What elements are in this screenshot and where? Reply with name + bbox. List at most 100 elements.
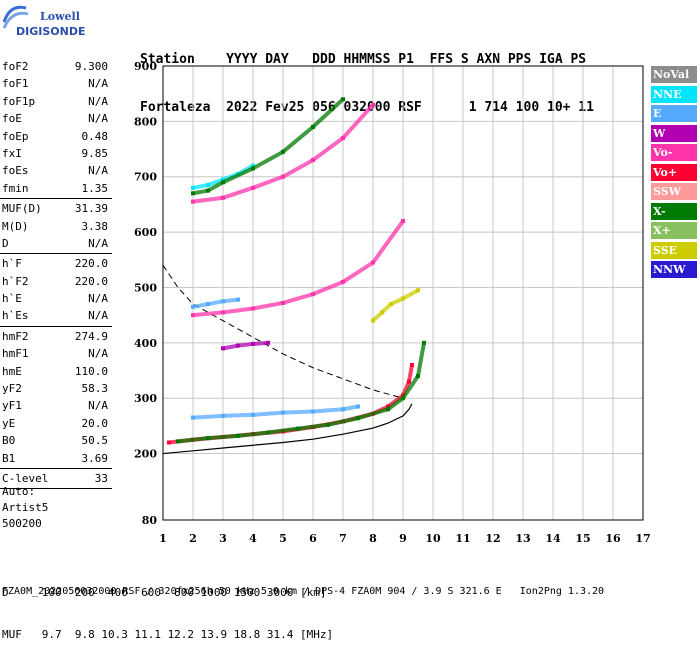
echo-point [251,306,255,311]
echo-point [281,300,285,305]
electron-density-profile [162,403,413,455]
autoscaling-info: Auto: Artist5 500200 [2,484,48,532]
x-tick-label: 11 [455,532,470,545]
legend-entry-noval: NoVal [651,66,697,83]
legend-entry-nnw: NNW [651,261,697,278]
echo-point [251,166,255,171]
param-value: N/A [88,399,108,413]
echo-point [191,185,195,190]
echo-point [386,407,390,412]
echo-point [191,304,195,309]
param-row: foF2 9.300 [0,58,112,75]
param-value: 220.0 [74,274,108,288]
param-row: h`F 220.0 [0,255,112,272]
param-value: N/A [88,292,108,306]
param-label: foF1 [2,77,29,91]
param-label: C-level [2,471,49,485]
echo-trace [371,288,419,323]
x-tick-label: 8 [369,532,377,545]
x-tick-label: 6 [309,532,317,545]
echo-point [221,299,225,304]
echo-point [281,410,285,415]
muf-table: D 100 200 400 600 800 1000 1500 3000 [km… [2,558,333,656]
param-value: N/A [88,94,108,108]
param-row: h`E N/A [0,290,112,307]
auto-label: Auto: [2,485,36,498]
echo-trace [192,97,345,196]
param-label: B0 [2,434,16,448]
echo-point [341,279,345,284]
param-label: B1 [2,451,16,465]
param-separator [0,253,112,255]
scaled-parameters-panel: foF2 9.300 foF1 N/A foF1p N/A foE N/A foEp 0.48 fx… [0,58,112,490]
echo-point [356,404,360,409]
legend-entry-sse: SSE [651,241,697,259]
chart-curves [162,265,413,455]
legend-entry-ssw: SSW [651,183,697,200]
echo-point [251,341,255,346]
distance-row: D 100 200 400 600 800 1000 1500 3000 [km… [2,586,327,599]
param-separator [0,488,112,490]
param-value: 110.0 [74,364,108,378]
param-label: yF1 [2,399,22,413]
param-row: foEp 0.48 [0,128,112,145]
digisonde-logo: Lowell DIGISONDE [2,2,112,42]
x-tick-label: 16 [605,532,621,545]
echo-trace [192,219,405,318]
echo-point [176,439,180,444]
param-label: foEs [2,164,29,178]
x-tick-label: 9 [399,532,407,545]
param-row: fmin 1.35 [0,180,112,197]
param-value: 9.300 [74,60,108,73]
y-tick-label: 300 [134,392,157,405]
muf-row: MUF 9.7 9.8 10.3 11.1 12.2 13.9 18.8 31.… [2,628,334,641]
param-value: 58.3 [81,382,109,396]
echo-point [221,195,225,200]
echo-point [371,102,375,107]
echo-point [389,302,393,307]
legend-entry-nne: NNE [651,85,697,103]
echo-point [206,302,210,307]
echo-point [251,412,255,417]
echo-point [221,180,225,185]
plot-frame [162,65,644,521]
chart-echo-marks [167,97,426,445]
echo-point [221,310,225,315]
y-axis-ticks: 80 200 300 400 500 600 700 800 900 [134,60,157,527]
echo-point [221,346,225,351]
param-label: D [2,236,9,250]
echo-trace [192,297,239,309]
param-label: yF2 [2,382,22,396]
y-tick-label: 600 [134,226,157,239]
y-tick-label: 80 [142,514,158,527]
param-value: 1.35 [81,181,109,195]
echo-point [311,409,315,414]
y-tick-label: 700 [134,171,157,184]
echo-point [221,413,225,418]
param-row: M(D) 3.38 [0,218,112,235]
echo-point [281,149,285,154]
param-row: foEs N/A [0,162,112,179]
param-row: hmF1 N/A [0,345,112,362]
auto-program: Artist5 [2,501,49,514]
legend-entry-x: X+ [651,222,697,239]
echo-point [281,174,285,179]
param-row: fxI 9.85 [0,145,112,162]
echo-point [341,135,345,140]
x-tick-label: 5 [279,532,287,545]
echo-point [371,260,375,265]
param-label: M(D) [2,219,29,233]
param-row: yE 20.0 [0,415,112,432]
x-tick-label: 2 [189,532,197,545]
echo-trace [192,404,359,420]
echo-point [326,422,330,427]
x-tick-label: 4 [249,532,257,545]
param-value: N/A [88,347,108,361]
file-info-footer: FZA0M_2022056032000.RSF / 320fx256h 50 k… [2,586,605,597]
param-row: MUF(D) 31.39 [0,200,112,217]
echo-point [167,440,171,445]
param-row: hmF2 274.9 [0,328,112,345]
param-row: B1 3.69 [0,450,112,467]
echo-point [251,163,255,168]
echo-point [416,288,420,293]
